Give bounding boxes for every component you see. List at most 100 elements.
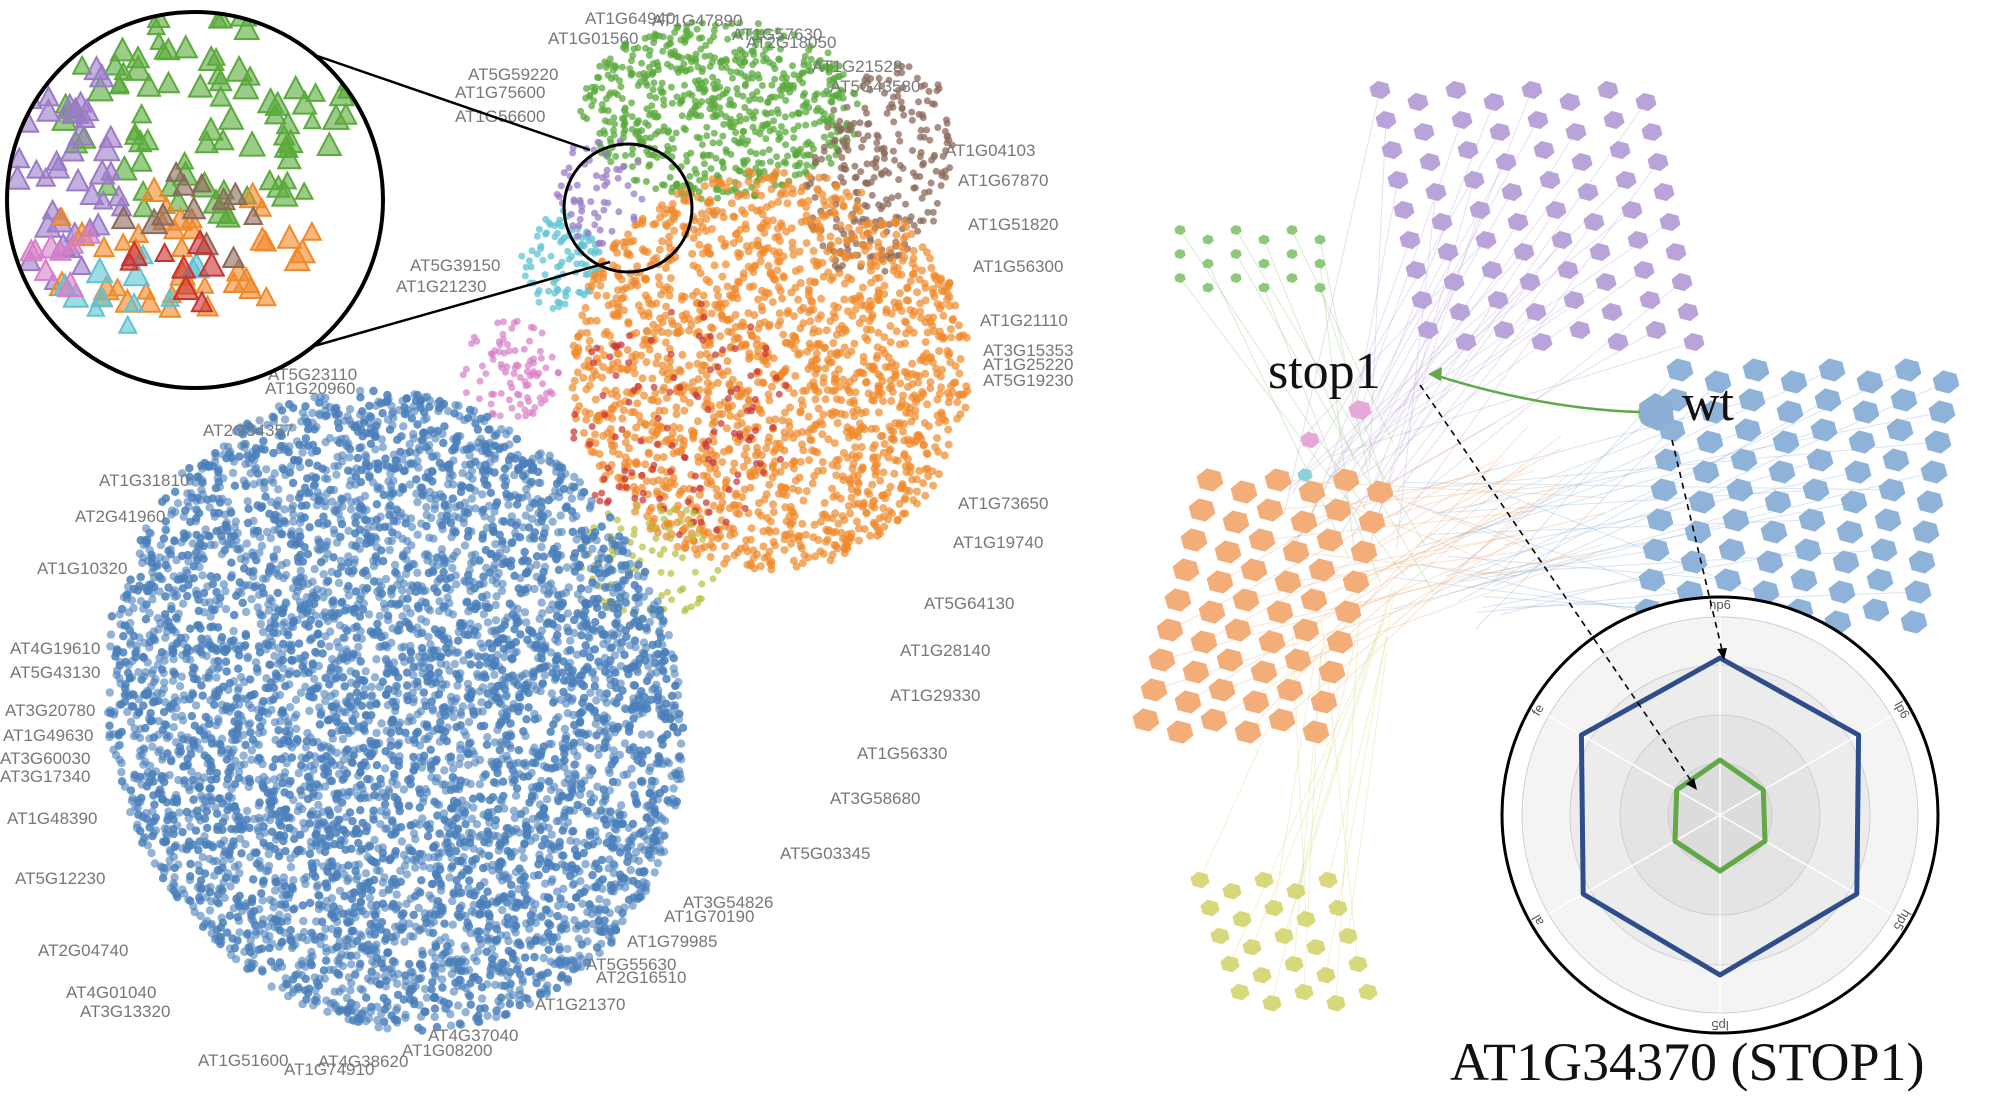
gene-point	[926, 384, 935, 393]
gene-point	[769, 447, 778, 456]
gene-point	[795, 75, 803, 83]
gene-point	[919, 390, 928, 399]
gene-point	[666, 388, 674, 396]
gene-point	[716, 332, 725, 341]
gene-point	[898, 483, 907, 492]
gene-point	[734, 471, 742, 479]
gene-point	[721, 542, 729, 551]
gene-point	[637, 137, 645, 145]
gene-point	[747, 372, 755, 380]
gene-point	[956, 355, 965, 363]
gene-point	[747, 169, 756, 178]
gene-point	[849, 89, 857, 97]
gene-point	[637, 437, 645, 445]
gene-point	[576, 329, 585, 338]
gene-point	[777, 92, 785, 100]
gene-point	[910, 222, 918, 229]
gene-point	[820, 133, 828, 141]
gene-point	[513, 317, 521, 325]
gene-point	[797, 218, 806, 226]
gene-point	[851, 443, 860, 452]
gene-point	[835, 62, 843, 70]
gene-point	[777, 455, 784, 463]
gene-point	[874, 408, 883, 417]
gene-point	[777, 123, 785, 130]
gene-point	[645, 33, 653, 41]
gene-point	[759, 379, 768, 387]
gene-point	[706, 540, 715, 549]
gene-point	[580, 428, 588, 437]
gene-point	[759, 542, 768, 551]
gene-point	[711, 351, 719, 359]
gene-point	[639, 496, 647, 504]
gene-point	[739, 462, 748, 471]
gene-point	[819, 378, 828, 387]
gene-point	[895, 176, 903, 184]
gene-point	[677, 445, 686, 454]
gene-point	[555, 193, 563, 201]
gene-point	[724, 402, 732, 411]
gene-point	[570, 434, 578, 442]
gene-point	[781, 408, 789, 417]
gene-point	[953, 398, 962, 407]
gene-point	[844, 475, 853, 484]
gene-point	[888, 387, 897, 396]
gene-point	[752, 150, 760, 158]
gene-point	[782, 141, 790, 149]
gene-point	[782, 382, 790, 389]
gene-point	[821, 364, 830, 373]
gene-point	[586, 440, 594, 448]
gene-point	[648, 300, 657, 309]
gene-point	[811, 421, 819, 430]
gene-point	[716, 104, 724, 112]
gene-point	[600, 330, 609, 339]
gene-point	[650, 525, 658, 533]
gene-point	[640, 391, 648, 400]
gene-point	[690, 486, 698, 494]
gene-point	[891, 367, 899, 376]
gene-point	[639, 489, 647, 497]
gene-point	[859, 136, 867, 144]
gene-point	[586, 91, 594, 99]
gene-point	[946, 325, 955, 334]
gene-point	[654, 425, 663, 434]
gene-point	[784, 307, 793, 315]
gene-point	[902, 467, 911, 476]
gene-point	[847, 485, 856, 494]
gene-point	[934, 124, 942, 131]
gene-point	[568, 252, 576, 260]
gene-point	[656, 495, 664, 503]
gene-point	[809, 378, 818, 387]
gene-point	[624, 230, 633, 239]
gene-point	[848, 464, 857, 473]
gene-point	[599, 269, 608, 278]
gene-point	[768, 298, 777, 307]
gene-point	[763, 110, 771, 118]
gene-point	[872, 262, 881, 270]
gene-point	[601, 182, 609, 189]
gene-point	[742, 224, 750, 233]
gene-point	[854, 536, 863, 545]
gene-point	[814, 404, 823, 413]
gene-point	[881, 363, 890, 372]
gene-point	[543, 229, 551, 237]
gene-point	[804, 412, 813, 421]
gene-point	[610, 243, 619, 252]
gene-point	[476, 377, 484, 385]
gene-point	[588, 348, 596, 356]
gene-point	[749, 112, 756, 120]
gene-point	[643, 147, 651, 155]
gene-point	[653, 440, 661, 448]
gene-point	[762, 490, 771, 499]
gene-point	[818, 155, 825, 163]
gene-point	[814, 388, 823, 397]
gene-point	[901, 509, 910, 518]
gene-point	[638, 195, 646, 203]
gene-point	[658, 79, 666, 87]
gene-point	[612, 372, 620, 379]
gene-point	[757, 459, 764, 467]
gene-point	[668, 596, 676, 604]
gene-point	[660, 406, 669, 415]
gene-point	[843, 542, 851, 550]
gene-point	[578, 207, 586, 215]
